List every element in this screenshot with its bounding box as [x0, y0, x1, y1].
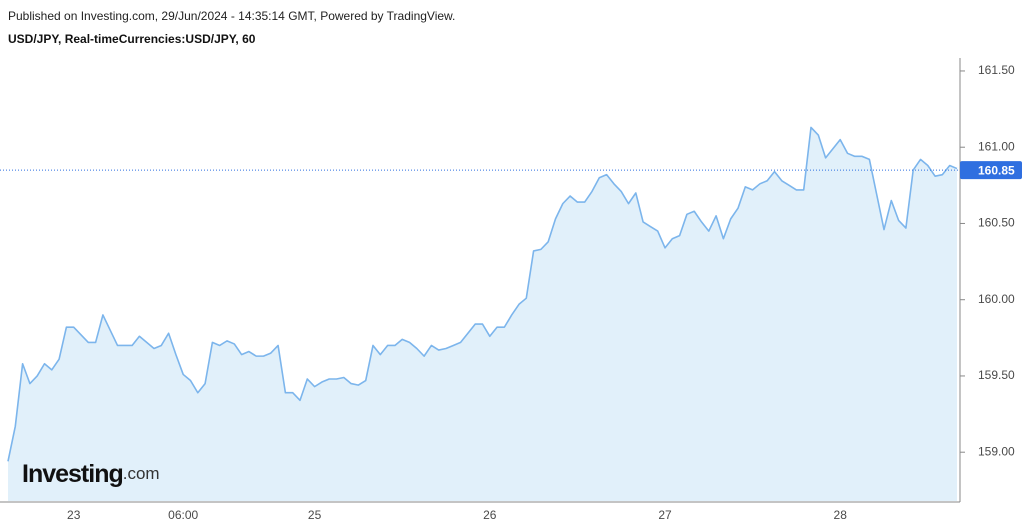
x-tick-label: 23: [67, 508, 81, 522]
last-price-badge: [960, 161, 1022, 180]
y-tick-label: 161.50: [978, 63, 1015, 77]
logo: Investing.com: [22, 460, 160, 488]
logo-suffix: .com: [123, 464, 160, 483]
y-tick-label: 161.00: [978, 139, 1015, 153]
y-tick-label: 159.50: [978, 368, 1015, 382]
plot-area: [7, 126, 958, 501]
chart-title: USD/JPY, Real-timeCurrencies:USD/JPY, 60: [8, 32, 256, 46]
y-tick-label: 160.50: [978, 216, 1015, 230]
y-tick-label: 160.00: [978, 292, 1015, 306]
x-tick-label: 25: [308, 508, 322, 522]
last-price-label: 160.85: [978, 163, 1015, 177]
x-tick-label: 06:00: [168, 508, 198, 522]
header: Published on Investing.com, 29/Jun/2024 …: [8, 9, 455, 23]
area-fill: [8, 127, 957, 501]
x-tick-label: 28: [834, 508, 848, 522]
price-line: [7, 126, 958, 462]
x-tick-label: 26: [483, 508, 497, 522]
logo-name: Investing: [22, 460, 123, 488]
y-tick-label: 159.00: [978, 444, 1015, 458]
x-tick-label: 27: [658, 508, 672, 522]
